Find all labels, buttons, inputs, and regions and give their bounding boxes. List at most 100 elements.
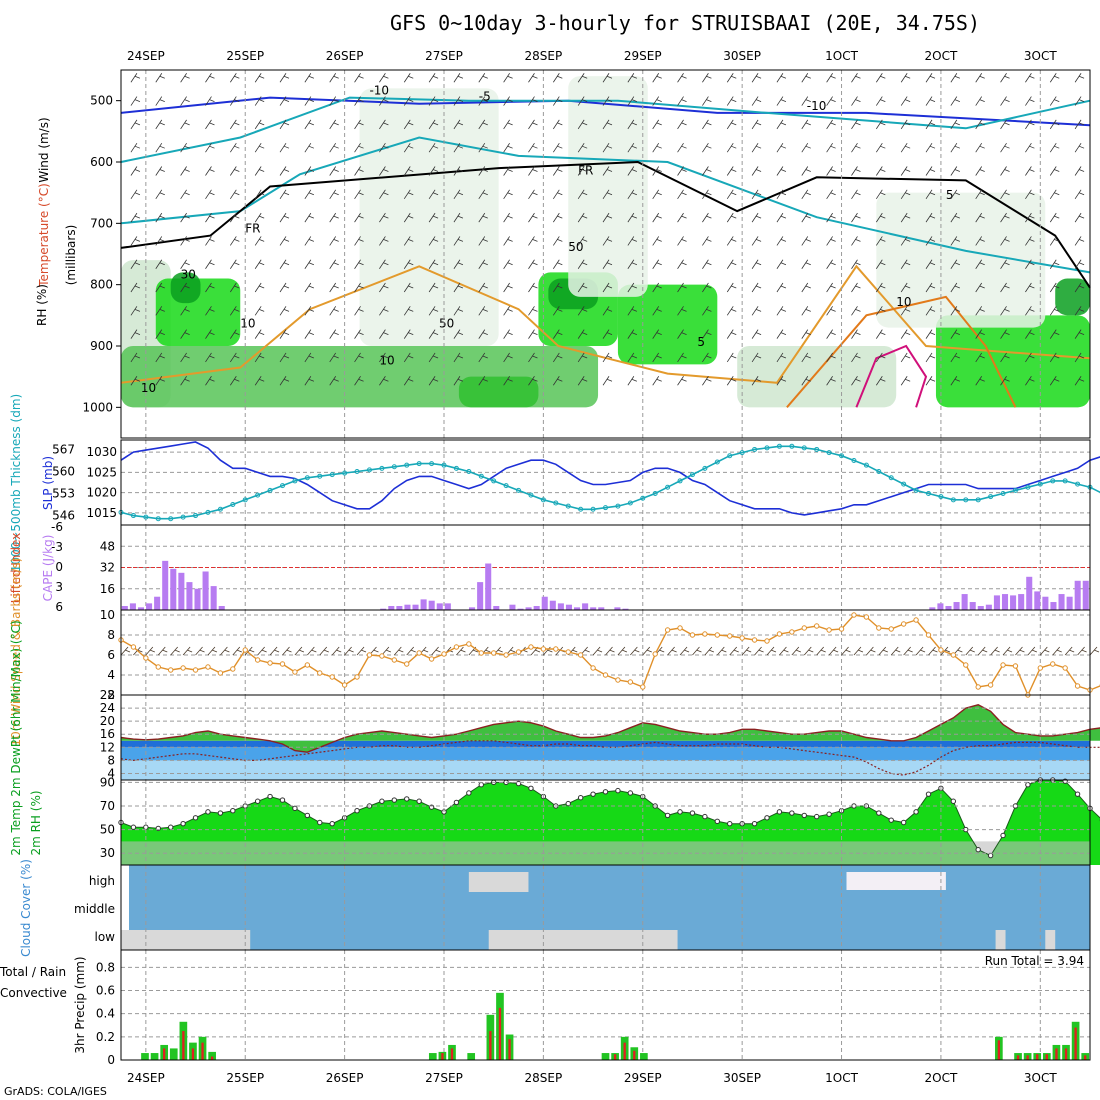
cape-bar [525,607,532,610]
upper-wind-barb [826,166,836,176]
upper-wind-barb [801,212,811,223]
upper-wind-barb [130,306,141,316]
upper-wind-barb [801,329,811,339]
upper-wind-barb [503,166,513,176]
rh-marker [1000,832,1006,839]
cape-bar [549,600,556,610]
upper-wind-barb [453,166,464,176]
ylabel-rh: RH (%) [35,284,49,326]
thickness-marker [913,487,919,493]
wind-speed-marker [751,637,758,643]
upper-wind-barb [950,212,961,223]
upper-wind-barb [652,329,662,339]
surface-wind-barb [592,646,603,656]
rh-marker [167,824,174,830]
upper-wind-barb [329,166,339,176]
temperature-band [121,747,1090,761]
wind-speed-marker [950,652,957,658]
rh-marker [627,790,634,796]
upper-wind-barb [354,73,364,83]
ylabel-slp: SLP (mb) [41,456,55,510]
upper-wind-barb [1000,282,1010,293]
upper-wind-barb [155,259,165,269]
thickness-marker [689,472,695,478]
upper-wind-barb [726,119,737,130]
upper-wind-barb [428,189,439,200]
thickness-marker [926,491,931,497]
surface-wind-barb [331,646,342,656]
upper-wind-barb [925,376,936,386]
upper-wind-barb [925,236,936,246]
date-label-top: 29SEP [624,49,662,63]
wind-tick-label: 6 [107,648,115,662]
thickness-marker [975,497,981,503]
upper-wind-barb [851,259,861,269]
thickness-marker [901,481,907,487]
precip-tick-label: 0.4 [96,1007,115,1021]
upper-wind-barb [552,142,563,153]
upper-wind-barb [229,212,240,223]
upper-wind-barb [677,166,687,176]
upper-wind-barb [925,212,936,223]
ylabel-thickness: 1000~500mb Thickness (dm) [9,394,23,572]
thickness-marker [839,453,845,459]
precip-convective-bar [1064,1048,1068,1060]
wind-speed-marker [143,655,149,661]
upper-wind-barb [627,119,638,130]
upper-wind-barb [925,189,936,200]
upper-wind-barb [726,142,737,153]
surface-wind-barb [866,646,876,656]
upper-wind-barb [702,306,712,316]
precip-tick-label: 0.6 [96,984,115,998]
wind-speed-marker [292,669,298,675]
upper-wind-barb [329,189,339,200]
precip-tick-label: 0.8 [96,960,115,974]
rh-marker [714,818,721,825]
upper-wind-barb [702,166,712,176]
upper-wind-barb [229,236,240,246]
rh-marker [888,817,894,823]
upper-wind-barb [354,166,364,176]
precip-convective-bar [633,1050,636,1060]
rh-marker [217,810,224,816]
upper-wind-barb [130,142,141,153]
upper-wind-barb [130,96,141,106]
wind-speed-marker [354,674,360,680]
upper-wind-barb [1074,73,1085,83]
upper-wind-barb [652,306,662,316]
cape-bar [154,596,161,610]
wind-speed-marker [254,657,261,663]
upper-wind-barb [1049,306,1060,316]
upper-wind-barb [875,166,886,176]
surface-wind-barb [977,646,988,656]
upper-wind-barb [205,236,215,246]
upper-wind-barb [925,352,936,363]
upper-wind-barb [900,282,911,293]
date-label-top: 28SEP [525,49,563,63]
cape-bar [477,582,484,610]
cape-bar [582,603,589,610]
wind-speed-marker [1074,683,1081,689]
wind-tick-label: 8 [107,628,115,642]
upper-wind-barb [851,142,861,153]
upper-wind-barb [602,236,613,246]
surface-wind-barb [1015,646,1025,656]
upper-wind-barb [875,73,886,83]
wind-speed-marker [441,651,447,657]
upper-wind-barb [577,142,588,153]
upper-wind-barb [925,73,936,83]
upper-wind-barb [801,306,811,316]
thickness-marker [317,473,323,479]
upper-wind-barb [627,376,638,386]
upper-wind-barb [354,212,364,223]
cape-bar [533,606,540,610]
thickness-marker [652,491,658,497]
upper-wind-barb [453,73,464,83]
surface-wind-barb [605,646,615,656]
upper-wind-barb [751,282,762,293]
cape-bar [404,604,411,610]
cape-bar [380,608,387,610]
upper-wind-barb [453,352,464,363]
cape-bar [178,572,185,610]
